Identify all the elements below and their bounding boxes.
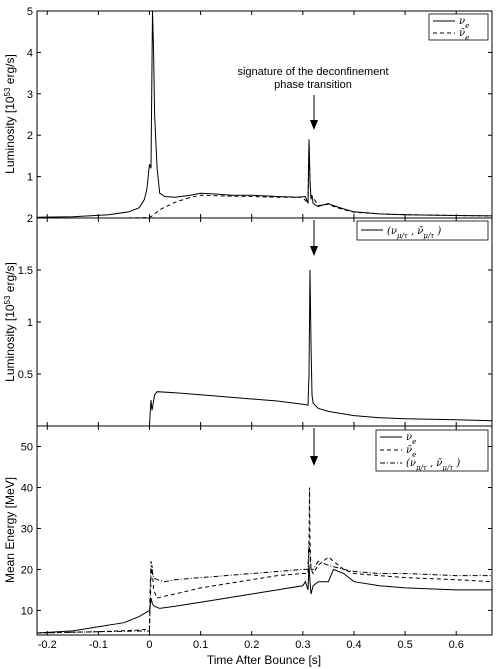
x-axis-label: Time After Bounce [s] <box>207 653 321 667</box>
panel-2-ytick-label-0: 0.5 <box>18 369 33 381</box>
panel-1-series-0-line <box>36 10 493 218</box>
panel-2-series-0-line <box>37 269 493 427</box>
panel-3-series-2-line <box>36 540 492 634</box>
plot-layer: 2 1 2 3 4 5 0.5 1 1.5 10 20 30 40 50 -0.2 -0.1 0 0.1 0.2 0.… <box>18 6 493 651</box>
panel-1-ytick-label-4: 4 <box>27 47 33 59</box>
xtick-label-7: 0.5 <box>397 639 412 651</box>
panel-1-ylabel: Luminosity [1053 erg/s] <box>3 54 18 174</box>
annotation-line-2: phase transition <box>274 79 352 91</box>
panel-3-ytick-label-3: 40 <box>21 482 33 494</box>
xtick-label-5: 0.3 <box>295 639 310 651</box>
legend-1-label-antinue: ν̄e <box>459 28 469 42</box>
legend-3-label-antinue: ν̄e <box>406 445 416 459</box>
xtick-label-2: 0 <box>146 639 152 651</box>
arrow-panel-2 <box>310 220 318 256</box>
legend-panel-2: (νμ/τ , ν̄μ/τ ) <box>356 220 489 241</box>
panel-1-ytick-label-3: 3 <box>27 89 33 101</box>
panel-1-series-1-line <box>37 139 493 219</box>
panel-1-ytick-label-1: 1 <box>27 172 33 184</box>
panel-2-ytick-label-1: 1 <box>27 317 33 329</box>
panel-1-ytick-label-0: 2 <box>27 213 33 225</box>
panel-1-ytick-label-2: 2 <box>27 130 33 142</box>
panel-3-series-1-line <box>36 487 493 634</box>
xtick-label-3: 0.1 <box>193 639 208 651</box>
panel-3-frame <box>36 425 493 636</box>
panel-3-ytick-label-4: 50 <box>21 441 33 453</box>
xtick-label-8: 0.6 <box>449 639 464 651</box>
panel-3-ytick-label-1: 20 <box>21 564 33 576</box>
xtick-label-0: -0.2 <box>38 639 57 651</box>
arrow-panel-3 <box>310 428 318 466</box>
panel-2-ylabel: Luminosity [1053 erg/s] <box>3 262 18 382</box>
panel-3-series-0-line <box>36 565 492 634</box>
panel-1-frame <box>36 10 493 219</box>
xtick-label-6: 0.4 <box>346 639 361 651</box>
panel-2-frame <box>36 217 493 427</box>
panel-3-ytick-label-2: 30 <box>21 523 33 535</box>
xtick-label-4: 0.2 <box>244 639 259 651</box>
legend-1-label-nue: νe <box>459 16 469 30</box>
panel-1-ytick-label-5: 5 <box>27 6 33 18</box>
xtick-label-1: -0.1 <box>89 639 108 651</box>
legend-panel-3: νe ν̄e (νμ/τ , ν̄μ/τ ) <box>375 429 489 472</box>
legend-3-label-nue: νe <box>406 432 416 446</box>
panel-2-ylabel-exp: 53 <box>3 295 12 304</box>
panel-1-ylabel-exp: 53 <box>3 87 12 96</box>
panel-2-ytick-label-2: 1.5 <box>18 265 33 277</box>
annotation-line-1: signature of the deconfinement <box>237 66 388 78</box>
arrow-panel-1 <box>310 95 318 130</box>
panel-3-ylabel: Mean Energy [MeV] <box>3 477 17 583</box>
legend-panel-1: νe ν̄e <box>428 13 489 42</box>
panel-3-ytick-label-0: 10 <box>21 605 33 617</box>
